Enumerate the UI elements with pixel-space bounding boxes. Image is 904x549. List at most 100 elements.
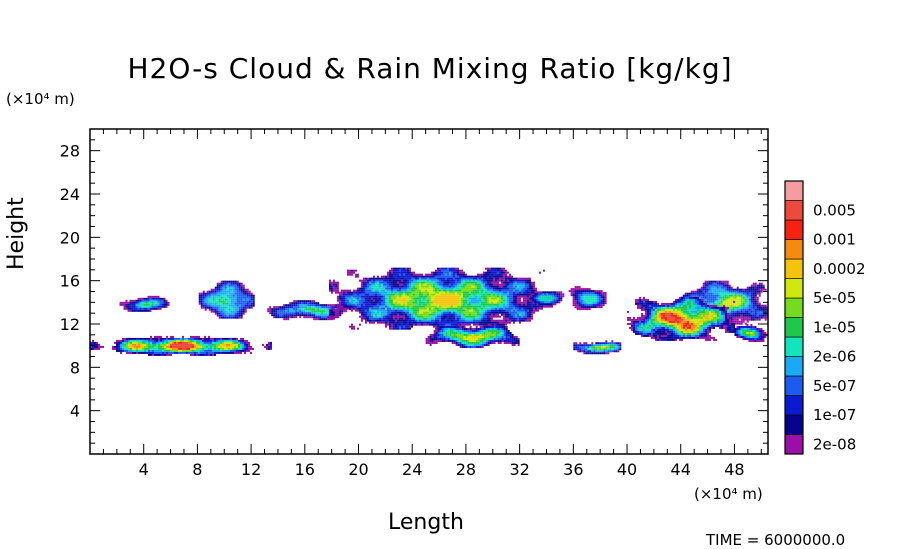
cloud-cell bbox=[548, 305, 551, 308]
cloud-cell bbox=[305, 306, 308, 309]
cloud-cell bbox=[226, 308, 229, 311]
cloud-cell bbox=[424, 319, 427, 322]
cloud-cell bbox=[430, 303, 433, 306]
cloud-cell bbox=[637, 300, 640, 303]
cloud-cell bbox=[548, 293, 551, 296]
cloud-cell bbox=[402, 283, 405, 286]
cloud-cell bbox=[232, 302, 235, 305]
cloud-cell bbox=[350, 305, 353, 308]
cloud-cell bbox=[462, 311, 465, 314]
cloud-cell bbox=[454, 271, 457, 274]
cloud-cell bbox=[434, 323, 437, 326]
cloud-cell bbox=[390, 325, 393, 328]
cloud-cell bbox=[645, 306, 648, 309]
cloud-cell bbox=[516, 317, 519, 320]
cloud-cell bbox=[526, 317, 529, 320]
cloud-cell bbox=[338, 297, 341, 300]
cloud-cell bbox=[462, 307, 465, 310]
cloud-cell bbox=[679, 308, 682, 311]
cloud-cell bbox=[384, 277, 387, 280]
cloud-cell bbox=[655, 328, 658, 331]
cloud-cell bbox=[384, 325, 387, 328]
cloud-cell bbox=[671, 328, 674, 331]
cloud-cell bbox=[412, 289, 415, 292]
cloud-cell bbox=[645, 334, 648, 337]
cloud-cell bbox=[492, 291, 495, 294]
cloud-cell bbox=[560, 293, 563, 296]
cloud-cell bbox=[468, 291, 471, 294]
cloud-cell bbox=[492, 285, 495, 288]
cloud-cell bbox=[677, 314, 680, 317]
cloud-cell bbox=[432, 287, 435, 290]
cloud-cell bbox=[212, 292, 215, 295]
cloud-cell bbox=[220, 302, 223, 305]
cloud-cell bbox=[410, 299, 413, 302]
cloud-cell bbox=[430, 287, 433, 290]
cloud-cell bbox=[446, 275, 449, 278]
cloud-cell bbox=[442, 305, 445, 308]
cloud-cell bbox=[444, 275, 447, 278]
cloud-cell bbox=[452, 317, 455, 320]
cloud-cell bbox=[226, 280, 229, 283]
cloud-cell bbox=[285, 304, 288, 307]
cloud-cell bbox=[762, 310, 765, 313]
cloud-cell bbox=[470, 285, 473, 288]
cloud-cell bbox=[480, 315, 483, 318]
cloud-cell bbox=[522, 277, 525, 280]
cloud-cell bbox=[508, 289, 511, 292]
cloud-cell bbox=[756, 292, 759, 295]
cloud-cell bbox=[683, 306, 686, 309]
cloud-cell bbox=[506, 305, 509, 308]
cloud-cell bbox=[342, 289, 345, 292]
cloud-cell bbox=[271, 308, 274, 311]
cloud-cell bbox=[752, 290, 755, 293]
cloud-cell bbox=[542, 299, 545, 302]
cloud-cell bbox=[661, 302, 664, 305]
cloud-cell bbox=[516, 313, 519, 316]
cloud-cell bbox=[504, 307, 507, 310]
cloud-cell bbox=[392, 279, 395, 282]
cloud-cell bbox=[450, 307, 453, 310]
cloud-cell bbox=[360, 289, 363, 292]
cloud-cell bbox=[436, 301, 439, 304]
cloud-cell bbox=[346, 289, 349, 292]
cloud-cell bbox=[226, 290, 229, 293]
cloud-cell bbox=[454, 301, 457, 304]
cloud-cell bbox=[428, 323, 431, 326]
cloud-cell bbox=[432, 325, 435, 328]
cloud-cell bbox=[400, 319, 403, 322]
cloud-cell bbox=[724, 300, 727, 303]
cloud-cell bbox=[384, 311, 387, 314]
cloud-cell bbox=[384, 301, 387, 304]
cloud-cell bbox=[494, 271, 497, 274]
cloud-cell bbox=[466, 309, 469, 312]
cloud-cell bbox=[468, 323, 471, 326]
cloud-cell bbox=[350, 327, 353, 330]
cloud-cell bbox=[498, 321, 501, 324]
cloud-cell bbox=[708, 288, 711, 291]
cloud-cell bbox=[398, 289, 401, 292]
cloud-cell bbox=[544, 301, 547, 304]
cloud-cell bbox=[484, 271, 487, 274]
cloud-cell bbox=[392, 271, 395, 274]
cloud-cell bbox=[655, 316, 658, 319]
cloud-cell bbox=[200, 304, 203, 307]
cloud-cell bbox=[645, 326, 648, 329]
cloud-cell bbox=[647, 332, 650, 335]
cloud-cell bbox=[482, 307, 485, 310]
cloud-cell bbox=[685, 300, 688, 303]
cloud-cell bbox=[689, 330, 692, 333]
cloud-cell bbox=[484, 313, 487, 316]
cloud-cell bbox=[392, 277, 395, 280]
cloud-cell bbox=[317, 318, 320, 321]
cloud-cell bbox=[458, 321, 461, 324]
cloud-cell bbox=[460, 285, 463, 288]
cloud-cell bbox=[135, 305, 138, 308]
cloud-cell bbox=[141, 297, 144, 300]
cloud-cell bbox=[637, 318, 640, 321]
cloud-cell bbox=[426, 299, 429, 302]
cloud-cell bbox=[396, 327, 399, 330]
cloud-cell bbox=[336, 299, 339, 302]
cloud-cell bbox=[386, 323, 389, 326]
cloud-cell bbox=[450, 293, 453, 296]
